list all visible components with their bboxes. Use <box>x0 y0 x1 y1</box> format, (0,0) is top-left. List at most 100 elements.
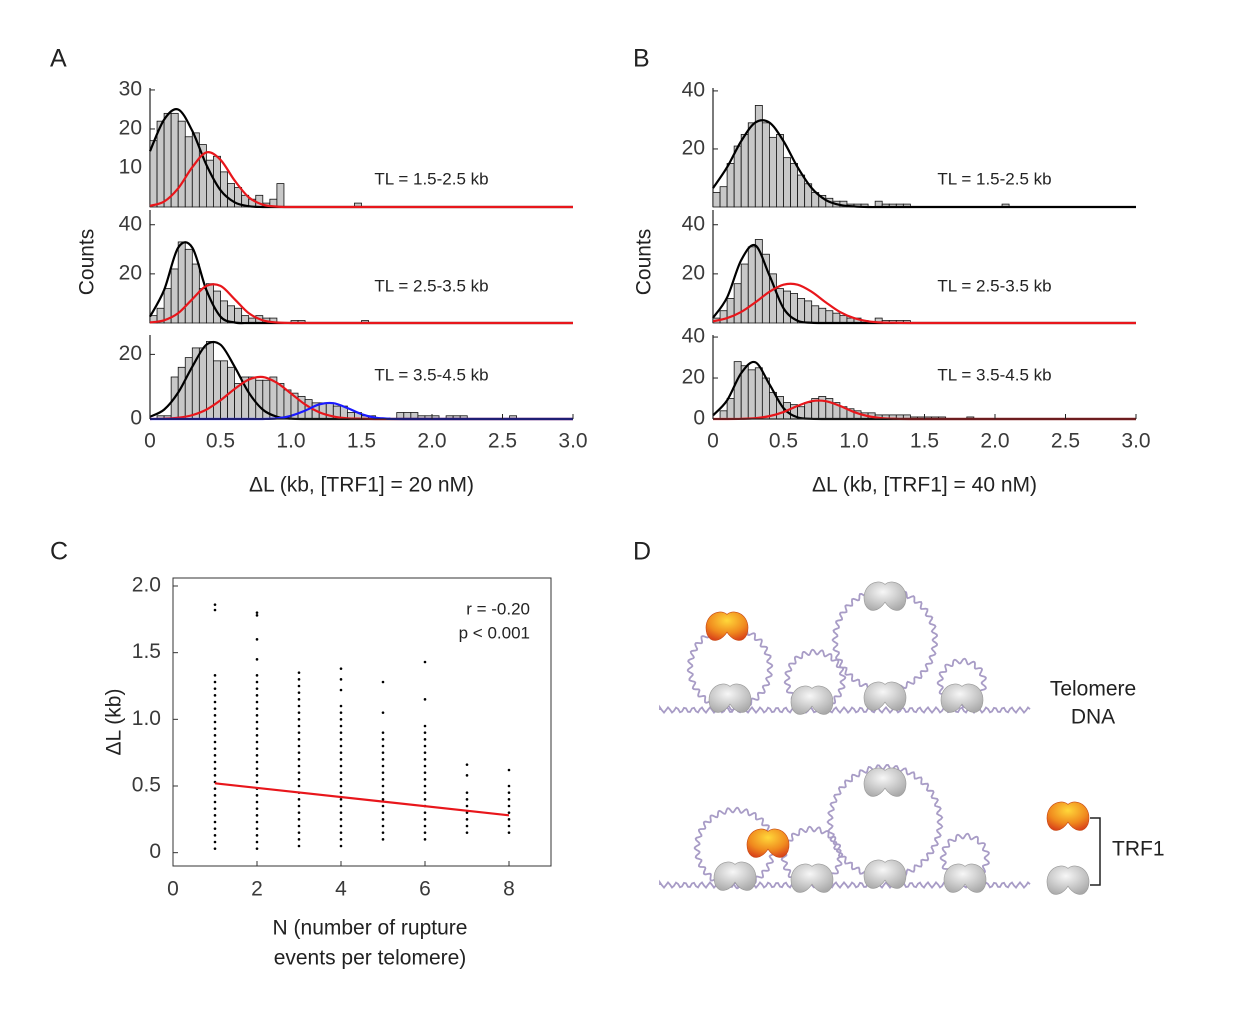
point <box>297 824 301 828</box>
point <box>255 820 259 824</box>
point <box>423 824 427 828</box>
point <box>213 680 217 684</box>
bar <box>177 366 186 420</box>
x-tick-label: 3.0 <box>1121 430 1150 453</box>
bar <box>754 367 763 420</box>
fit-line <box>214 782 510 817</box>
point <box>381 804 385 808</box>
point <box>423 818 427 821</box>
point <box>255 638 259 641</box>
bar <box>832 312 841 324</box>
point <box>339 764 343 768</box>
point <box>381 731 385 734</box>
point <box>213 760 217 764</box>
point <box>255 707 259 710</box>
point <box>465 818 469 821</box>
point <box>507 804 511 808</box>
y-tick-label: 40 <box>682 78 705 101</box>
point <box>213 820 217 824</box>
point <box>423 724 427 728</box>
point <box>339 718 343 721</box>
dna-loop <box>826 763 944 881</box>
y-tick-label: 30 <box>119 77 142 100</box>
bar <box>283 389 292 420</box>
bar <box>255 379 264 420</box>
bar <box>818 307 827 324</box>
point <box>297 798 301 801</box>
bar <box>712 192 721 208</box>
point <box>297 678 301 681</box>
point <box>213 720 217 724</box>
point <box>465 798 469 801</box>
bar <box>276 183 285 208</box>
bar <box>241 315 250 324</box>
y-tick-label: 40 <box>682 212 705 235</box>
fit-curve <box>149 151 573 209</box>
point <box>465 804 469 808</box>
point <box>507 811 511 814</box>
bar <box>761 122 770 208</box>
point <box>339 724 343 728</box>
annotation: TL = 1.5-2.5 kb <box>937 169 1051 188</box>
trf1 <box>863 581 907 611</box>
point <box>381 798 385 801</box>
point <box>255 714 259 717</box>
y-tick-label: 20 <box>682 366 705 389</box>
point <box>255 847 259 850</box>
y-tick-label: 0 <box>693 407 705 430</box>
y-tick-label: 1.0 <box>132 707 161 730</box>
bar <box>783 157 791 208</box>
point <box>423 731 427 734</box>
point <box>213 847 217 850</box>
bar <box>220 171 228 208</box>
point <box>297 784 301 788</box>
point <box>213 774 217 777</box>
panel-letter: B <box>633 45 650 73</box>
trf1-bound <box>705 611 749 641</box>
point <box>297 811 301 814</box>
x-tick-label: 1.5 <box>347 430 376 453</box>
trf1-bound <box>1046 801 1090 831</box>
trf1 <box>790 863 834 893</box>
point <box>255 774 259 777</box>
bar <box>733 361 742 420</box>
bar <box>747 122 756 208</box>
x-tick-label: 4 <box>335 878 347 901</box>
bar <box>213 360 221 420</box>
point <box>339 667 343 670</box>
bar <box>177 120 186 208</box>
point <box>213 754 217 757</box>
point <box>381 784 385 788</box>
point <box>213 694 217 697</box>
point <box>255 694 259 697</box>
point <box>213 727 217 730</box>
x-axis-label: ΔL (kb, [TRF1] = 40 nM) <box>812 474 1037 497</box>
x-tick-label: 6 <box>419 878 431 901</box>
point <box>423 831 427 834</box>
y-tick-label: 20 <box>119 261 142 284</box>
point <box>297 744 301 748</box>
point <box>423 751 427 754</box>
x-tick-label: 0 <box>707 430 719 453</box>
point <box>255 814 259 817</box>
y-tick-label: 0 <box>149 840 161 863</box>
point <box>423 698 427 701</box>
bracket <box>1090 817 1101 886</box>
point <box>507 798 511 801</box>
x-axis-label: ΔL (kb, [TRF1] = 20 nM) <box>249 474 474 497</box>
point <box>381 751 385 754</box>
bar <box>747 246 756 324</box>
point <box>255 734 259 737</box>
annotation: TL = 2.5-3.5 kb <box>374 276 488 295</box>
bar <box>825 310 834 324</box>
trf1-bound <box>746 828 790 858</box>
point <box>423 764 427 768</box>
x-axis-label: events per telomere) <box>274 947 467 970</box>
point <box>213 687 217 690</box>
point <box>213 603 217 606</box>
point <box>423 744 427 748</box>
point <box>423 660 427 664</box>
x-tick-label: 2.5 <box>488 430 517 453</box>
x-tick-label: 8 <box>503 878 515 901</box>
